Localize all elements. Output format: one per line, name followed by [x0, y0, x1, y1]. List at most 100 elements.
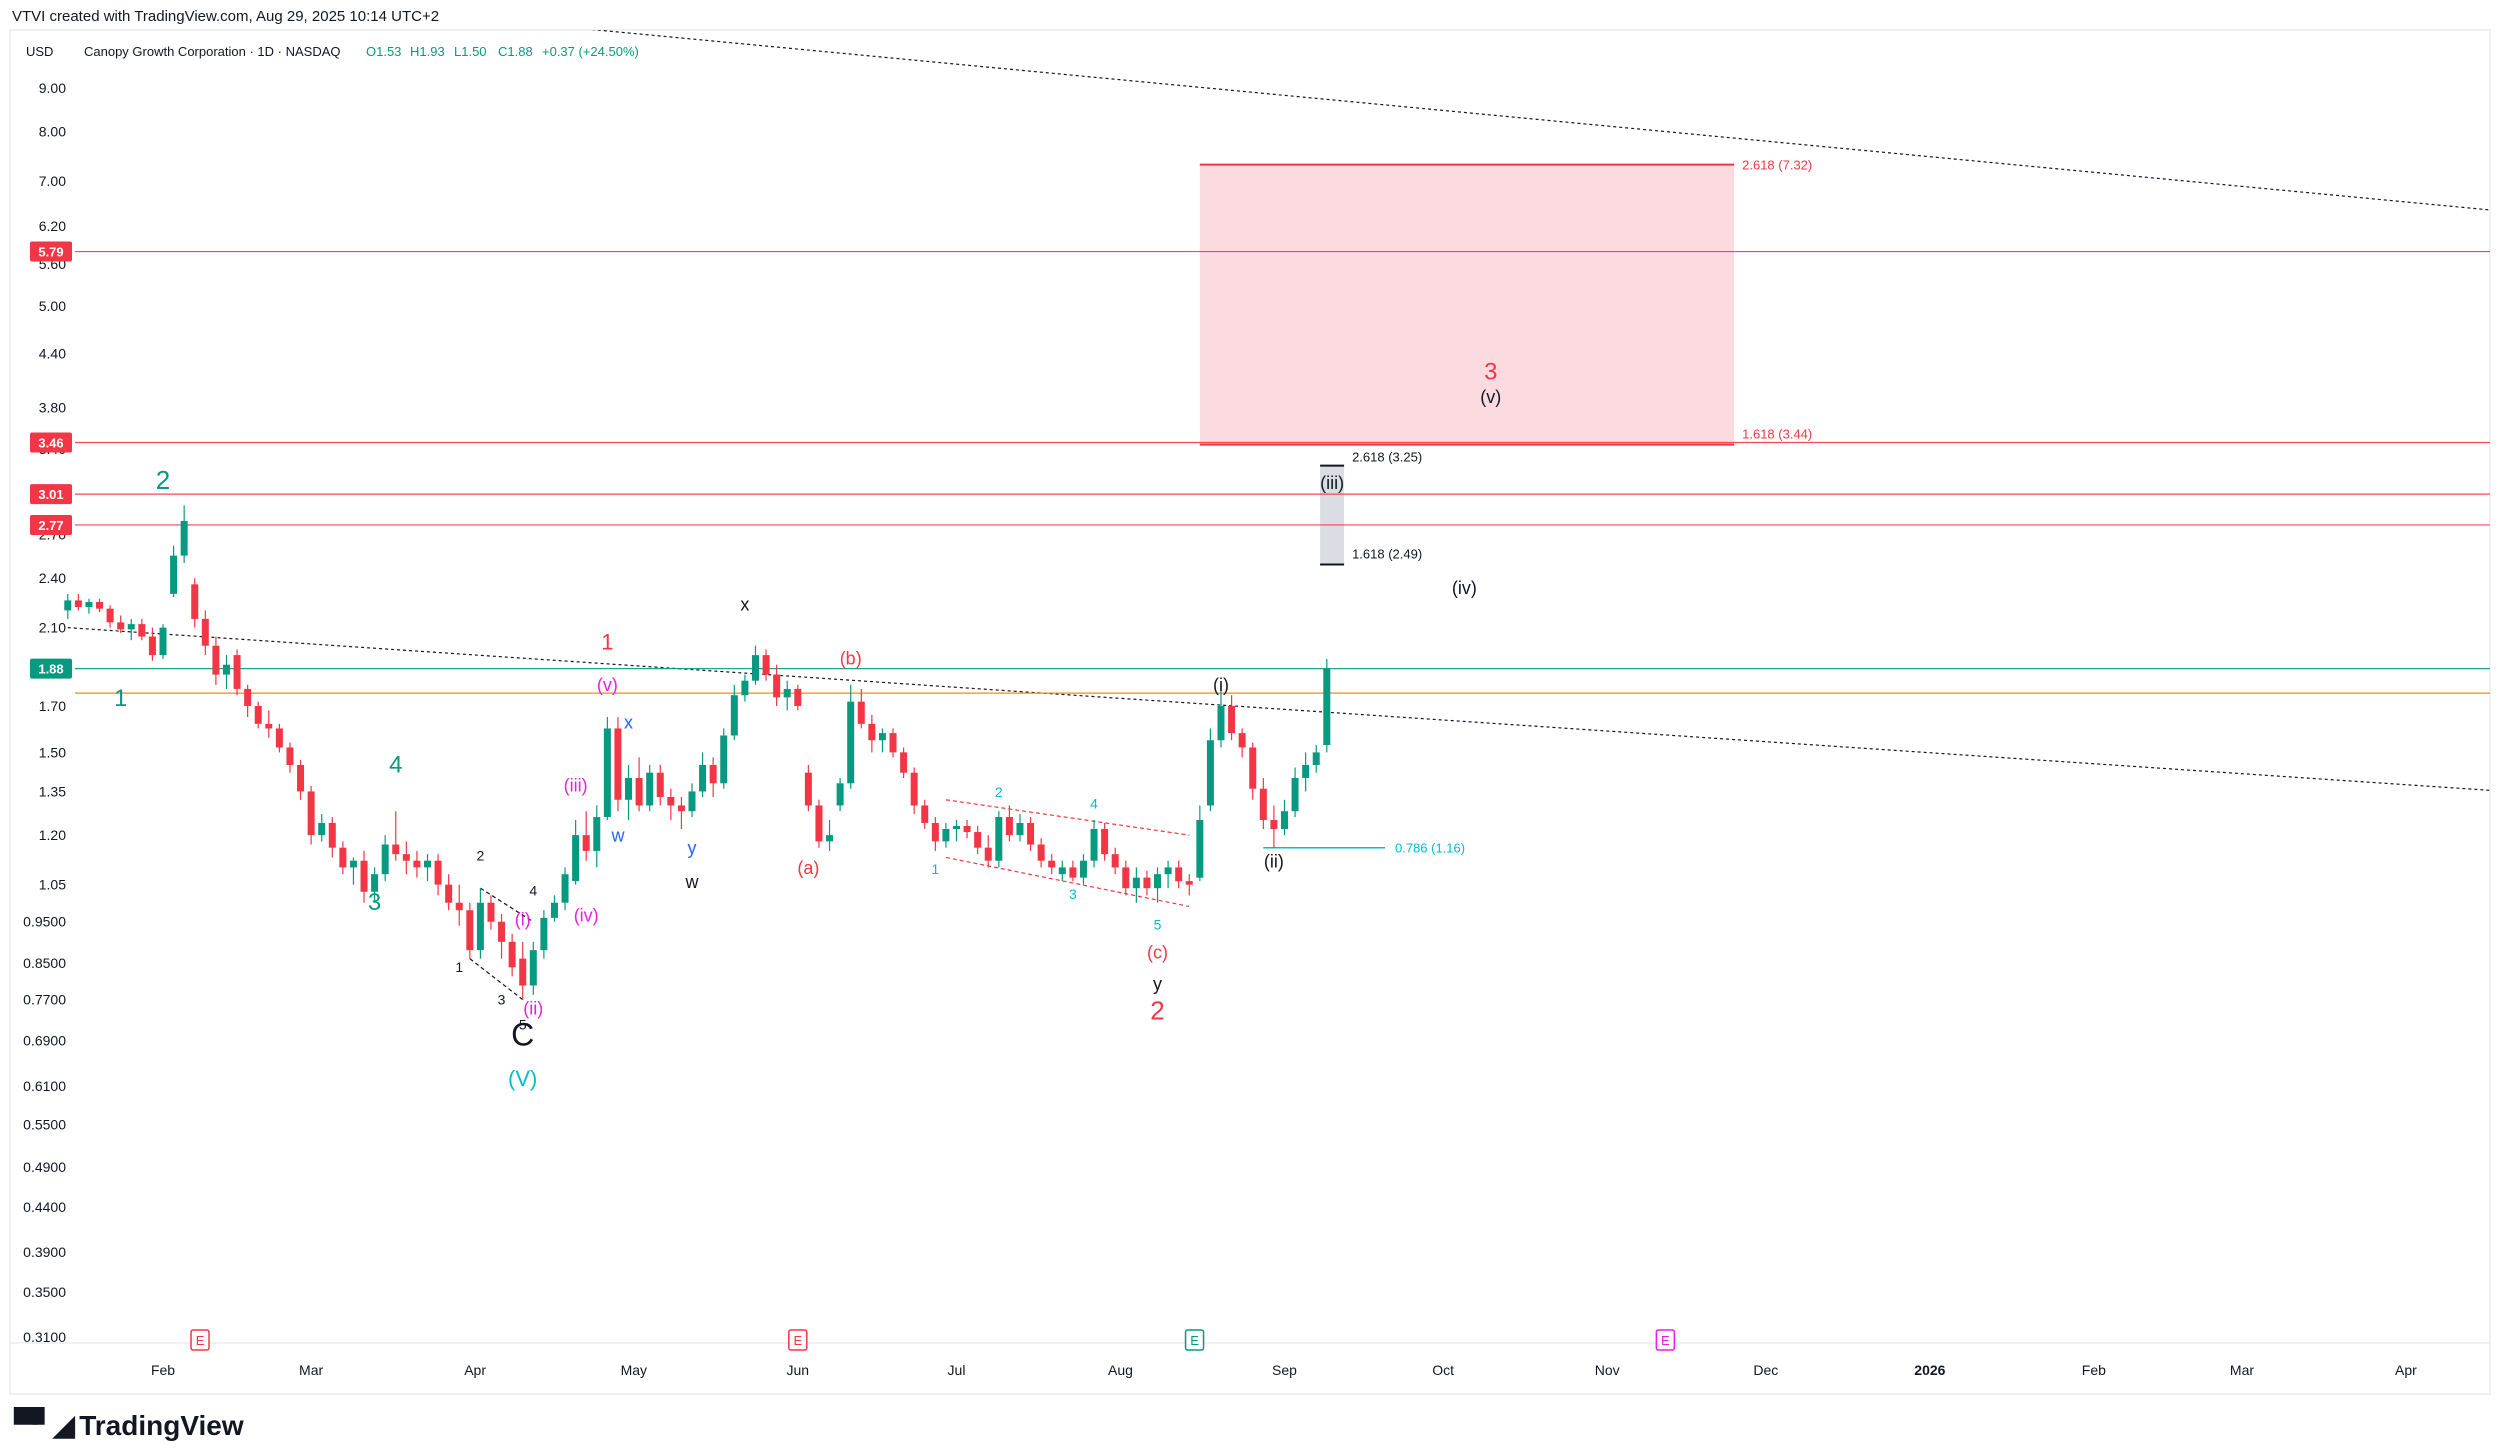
candle-body — [402, 854, 410, 861]
tradingview-logo[interactable]: ▀▘◢ TradingView — [14, 1408, 244, 1443]
earnings-event-marker — [1184, 1329, 1205, 1351]
price-tick-label: 0.6100 — [23, 1078, 66, 1094]
candle-body — [64, 600, 72, 611]
candle-body — [191, 584, 199, 619]
candle-body — [445, 884, 453, 903]
candle-body — [635, 777, 643, 806]
candle-body — [1270, 819, 1278, 829]
price-tick-label: 1.05 — [39, 877, 66, 893]
candle-body — [878, 733, 886, 741]
price-tick-label: 1.20 — [39, 827, 66, 843]
candle-body — [265, 723, 273, 729]
candle-body — [1312, 752, 1320, 765]
candle-body — [889, 733, 897, 753]
candle-body — [1027, 822, 1035, 845]
candle-body — [625, 777, 633, 800]
time-axis[interactable]: Feb Mar Apr May Jun Jul Aug Sep Oct Nov Dec 2026 Feb… — [151, 1362, 2417, 1378]
candle-body — [931, 822, 939, 842]
trendline-2 — [590, 30, 2490, 211]
candle-body — [1249, 747, 1257, 789]
wave-label: (iii) — [1320, 473, 1344, 493]
candle-body — [413, 860, 421, 868]
candle-body — [1259, 788, 1267, 820]
earnings-event-label: E — [1661, 1333, 1670, 1348]
candle-body — [646, 772, 654, 806]
wave-label: 4 — [1090, 795, 1098, 811]
price-badge — [30, 484, 72, 505]
candle-body — [371, 874, 379, 892]
price-tick-label: 3.80 — [39, 400, 66, 416]
candle-body — [836, 783, 844, 806]
candle-body — [857, 701, 865, 724]
candle-body — [540, 917, 548, 951]
symbol-title: Canopy Growth Corporation · 1D · NASDAQ — [84, 44, 340, 59]
candle-body — [498, 921, 506, 942]
price-tick-label: 0.5500 — [23, 1116, 66, 1132]
time-tick-label: Apr — [2395, 1362, 2417, 1378]
created-with-line: VTVI created with TradingView.com, Aug 2… — [12, 8, 440, 25]
wave-label: 2 — [477, 848, 485, 864]
fib-box-low-label: 1.618 (2.49) — [1352, 546, 1422, 561]
tradingview-logo-icon: ▀▘◢ — [14, 1408, 75, 1443]
chart-frame — [9, 29, 2491, 1395]
time-tick-label: Feb — [151, 1362, 175, 1378]
earnings-event-label: E — [793, 1333, 802, 1348]
time-tick-label: Jul — [948, 1362, 966, 1378]
wave-label: (v) — [1480, 387, 1501, 407]
wave-label: (ii) — [1264, 851, 1284, 871]
candle-body — [826, 835, 834, 842]
time-tick-label: May — [621, 1362, 647, 1378]
candle-body — [1037, 844, 1045, 861]
candle-body — [1280, 811, 1288, 829]
candle-body — [434, 860, 442, 885]
candle-body — [487, 902, 495, 922]
price-axis[interactable]: 9.008.007.006.205.605.004.403.803.403.00… — [23, 80, 72, 1345]
time-tick-label: Mar — [299, 1362, 323, 1378]
candle-body — [741, 680, 749, 696]
candle-body — [1111, 854, 1119, 868]
candle-body — [1164, 867, 1172, 875]
target-zone-box — [1199, 164, 1735, 445]
candle-body — [1323, 668, 1331, 746]
wave-label: (a) — [797, 858, 819, 878]
candle-body — [96, 602, 104, 609]
candle-body — [455, 902, 463, 911]
fib-extension-box — [1320, 465, 1345, 565]
candle-body — [297, 764, 305, 792]
wave-label: 1 — [455, 959, 463, 975]
earnings-event-marker — [788, 1329, 808, 1351]
candle-body — [667, 796, 675, 806]
candle-body — [424, 860, 431, 868]
wave-label: 1 — [114, 685, 127, 712]
candle-body — [688, 791, 696, 812]
candle-body — [773, 674, 781, 698]
time-tick-label: Oct — [1432, 1362, 1454, 1378]
candle-body — [127, 624, 135, 630]
wave-label: 2 — [995, 784, 1003, 800]
time-tick-label: 2026 — [1914, 1362, 1945, 1378]
candle-body — [614, 728, 622, 800]
time-tick-label: Dec — [1753, 1362, 1778, 1378]
wave-label: 1 — [931, 861, 939, 877]
candle-body — [963, 825, 971, 833]
candle-body — [1101, 828, 1109, 855]
wave-label: 5 — [519, 1017, 527, 1033]
target-zone-high-label: 2.618 (7.32) — [1742, 158, 1812, 173]
price-badge — [30, 241, 72, 262]
candle-body — [603, 728, 611, 818]
candle-body — [201, 618, 209, 646]
price-tick-label: 7.00 — [39, 173, 66, 189]
legend-open: O1.53 — [366, 44, 401, 59]
price-badge-label: 2.77 — [38, 518, 63, 533]
candle-body — [995, 817, 1003, 861]
candle-body — [318, 822, 326, 836]
candle-body — [328, 822, 336, 848]
candle-body — [582, 835, 590, 851]
wave-label: (iv) — [1452, 578, 1477, 598]
wave-label: 5 — [1154, 917, 1162, 933]
candle-body — [233, 655, 241, 689]
price-badge — [30, 514, 72, 535]
wave-label: w — [610, 825, 625, 845]
